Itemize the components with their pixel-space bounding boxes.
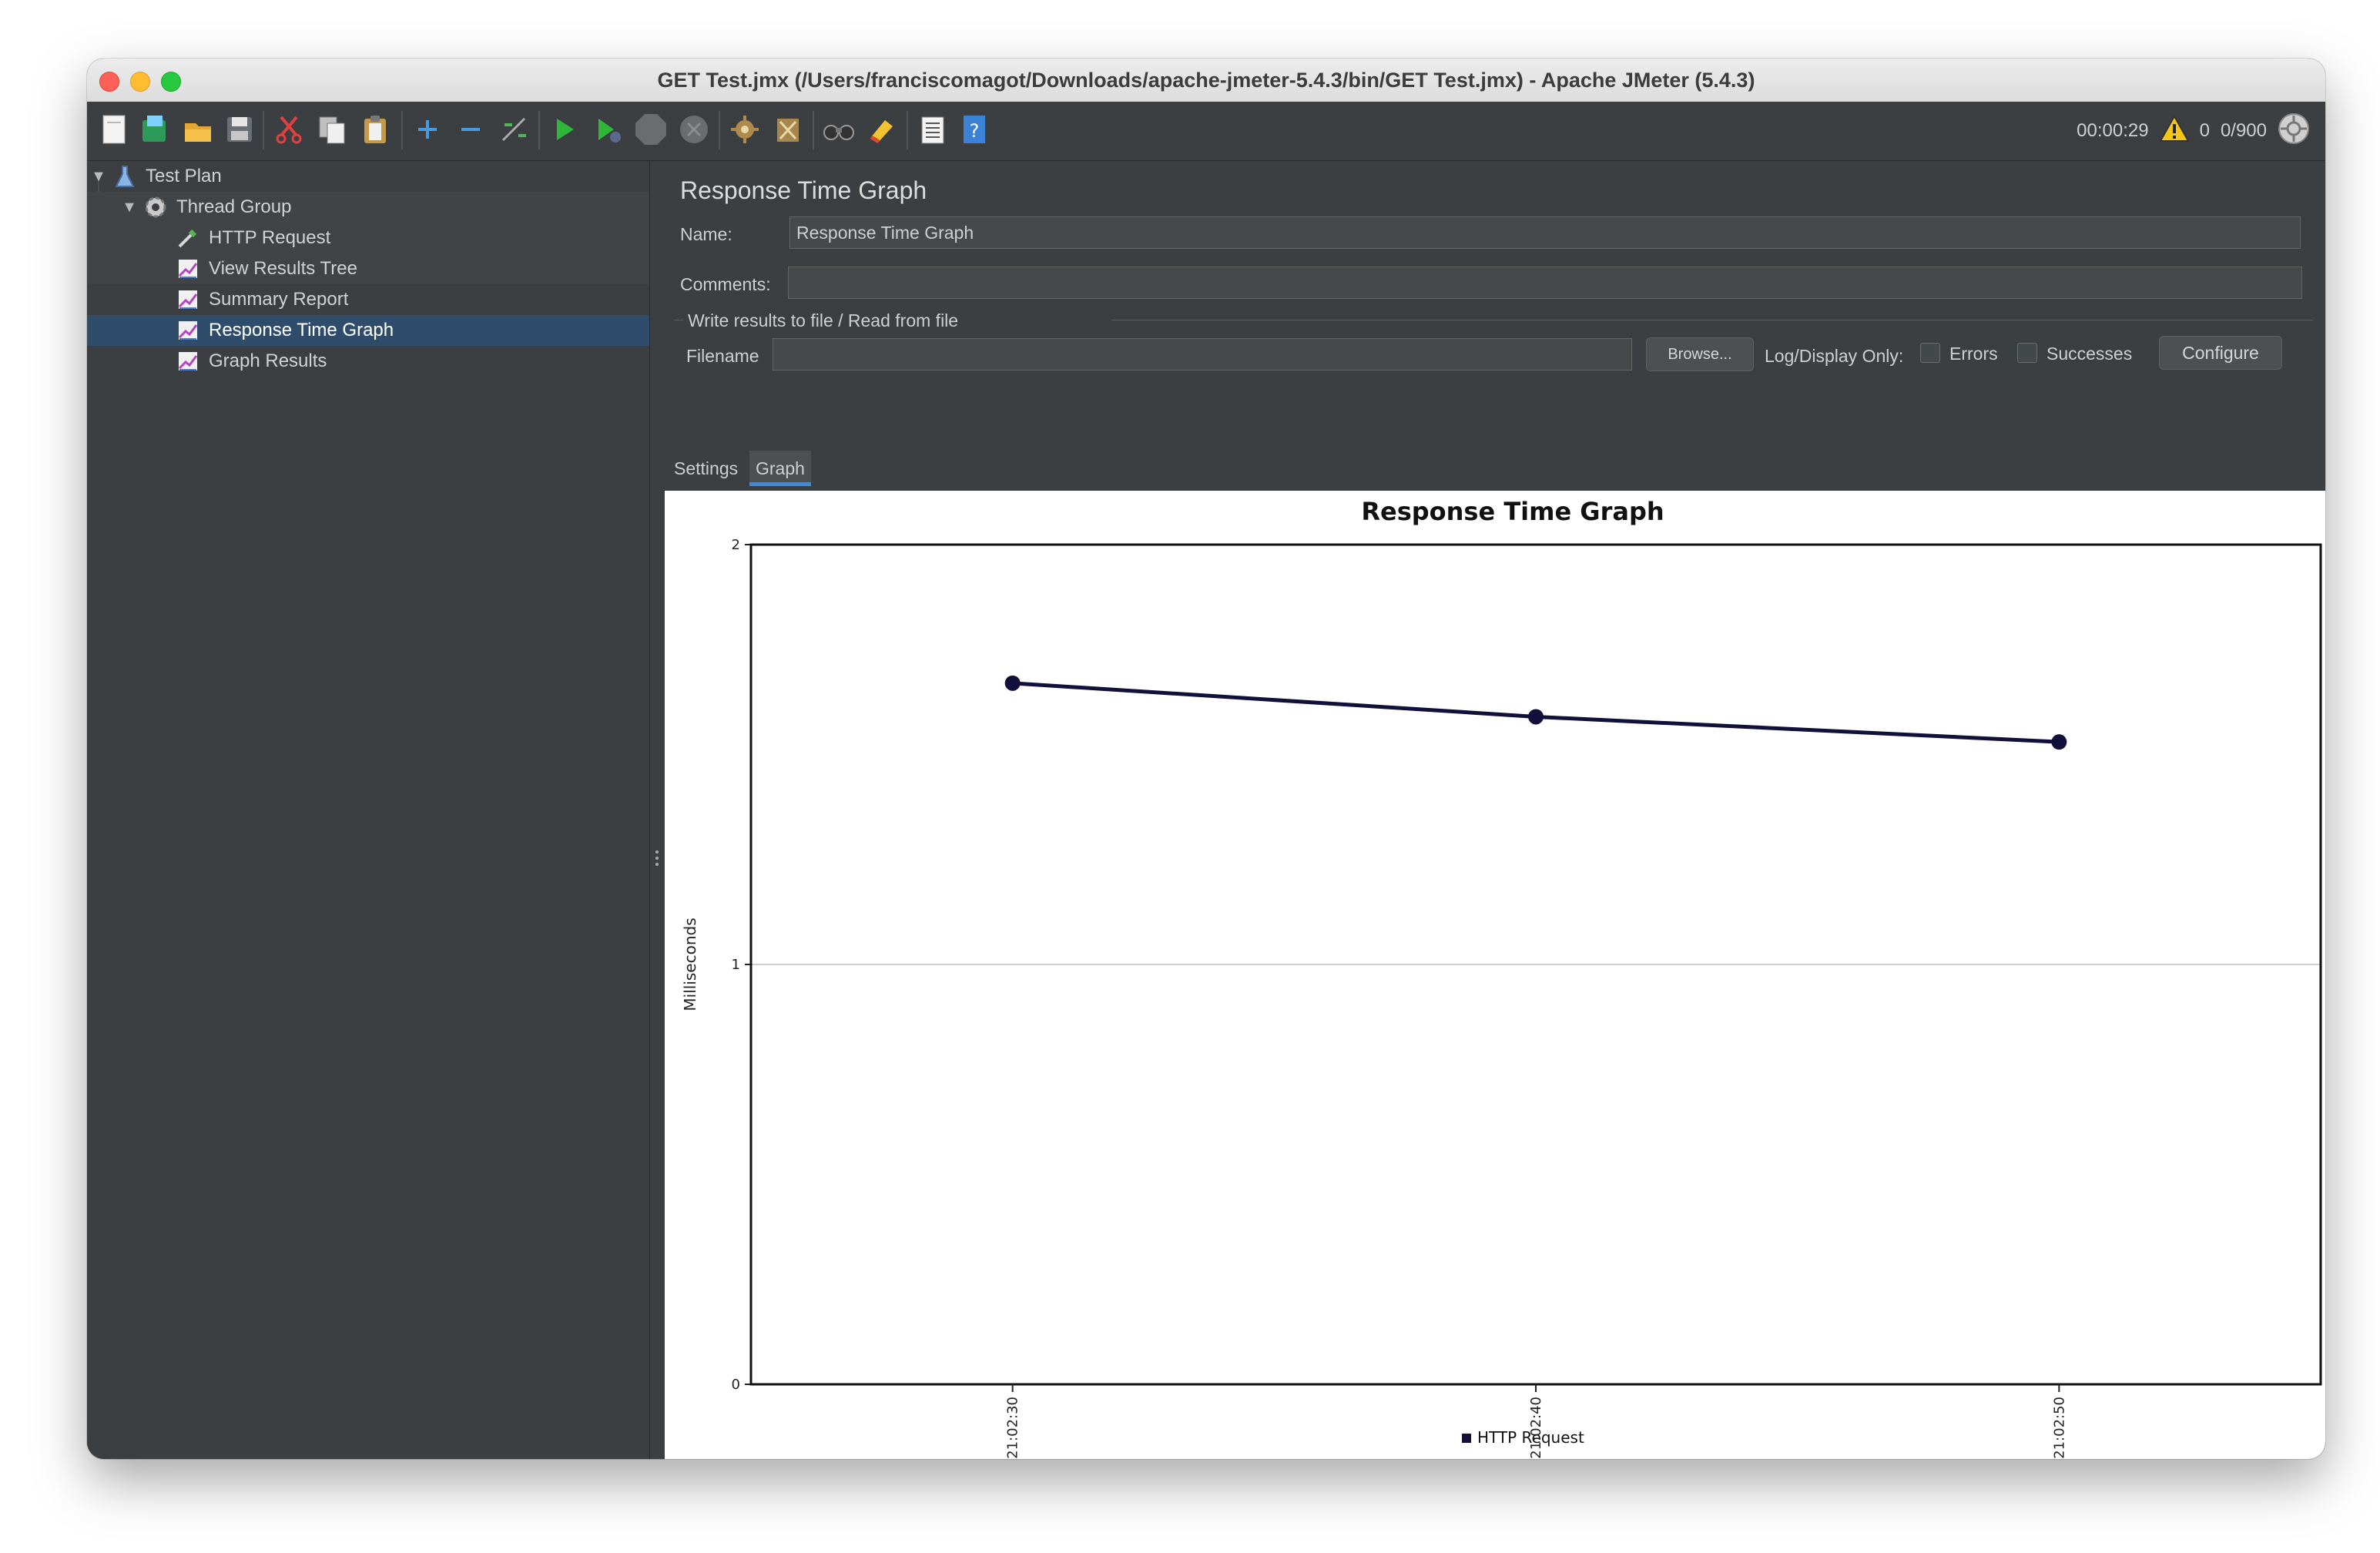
name-field[interactable]: Response Time Graph <box>789 216 2301 249</box>
expand-icon[interactable] <box>411 112 444 146</box>
comments-label: Comments: <box>680 274 771 294</box>
search-icon[interactable] <box>822 112 856 146</box>
tree-item-response-time-graph[interactable]: Response Time Graph <box>87 315 649 346</box>
save-icon[interactable] <box>223 112 256 146</box>
errors-checkbox[interactable] <box>1920 343 1940 363</box>
chart-icon <box>175 348 201 374</box>
browse-button[interactable]: Browse... <box>1646 337 1754 371</box>
chart-icon <box>175 287 201 313</box>
x-tick-label: 21:02:30 <box>1005 1397 1021 1459</box>
y-tick-label: 2 <box>732 537 740 553</box>
successes-checkbox[interactable] <box>2017 343 2037 363</box>
warning-icon[interactable] <box>2158 114 2190 148</box>
tree-item-label: HTTP Request <box>209 227 331 248</box>
filename-field[interactable] <box>773 338 1632 371</box>
close-window-button[interactable] <box>99 72 119 92</box>
toolbar: ? 00:00:29 0 0/900 <box>87 102 2325 161</box>
chart-icon <box>175 256 201 282</box>
help-icon[interactable]: ? <box>957 112 991 146</box>
x-tick-label: 21:02:50 <box>2051 1397 2067 1459</box>
pipette-icon <box>175 225 201 251</box>
tab-graph[interactable]: Graph <box>749 451 811 486</box>
chart-title: Response Time Graph <box>1361 497 1664 526</box>
elapsed-time: 00:00:29 <box>2077 120 2149 141</box>
filename-label: Filename <box>686 346 759 366</box>
clear-icon[interactable] <box>728 112 762 146</box>
open-icon[interactable] <box>181 112 215 146</box>
jmeter-window: GET Test.jmx (/Users/franciscomagot/Down… <box>87 59 2325 1459</box>
errors-label: Errors <box>1949 344 1998 364</box>
element-panel: Response Time Graph Name: Response Time … <box>665 161 2325 1459</box>
tree-item-label: Thread Group <box>176 196 292 217</box>
name-label: Name: <box>680 224 732 244</box>
cut-icon[interactable] <box>272 112 306 146</box>
title-bar: GET Test.jmx (/Users/franciscomagot/Down… <box>87 59 2325 102</box>
test-plan-tree: ▼ Test Plan ▼ Thread Group HTTP Request … <box>87 161 651 1459</box>
tree-item-label: Summary Report <box>209 289 349 310</box>
panel-title: Response Time Graph <box>680 176 927 204</box>
collapse-icon[interactable] <box>454 112 488 146</box>
tree-item-label: Response Time Graph <box>209 320 394 340</box>
tree-item-view-results-tree[interactable]: View Results Tree <box>87 253 649 284</box>
chart-icon <box>175 317 201 344</box>
start-icon[interactable] <box>548 112 582 146</box>
start-no-pauses-icon[interactable] <box>591 112 625 146</box>
gear-icon <box>142 194 169 220</box>
warning-count: 0 <box>2199 120 2210 141</box>
response-time-chart: Response Time Graph 0 1 2 Milliseconds 21:02:… <box>681 497 2322 1459</box>
new-icon[interactable] <box>98 112 132 146</box>
svg-text:?: ? <box>970 120 980 142</box>
configure-button[interactable]: Configure <box>2159 336 2282 370</box>
tree-item-http-request[interactable]: HTTP Request <box>87 223 649 253</box>
templates-icon[interactable] <box>138 112 172 146</box>
zoom-window-button[interactable] <box>161 72 181 92</box>
clear-all-icon[interactable] <box>771 112 805 146</box>
stop-icon[interactable] <box>634 112 668 146</box>
minimize-window-button[interactable] <box>130 72 150 92</box>
tree-item-thread-group[interactable]: ▼ Thread Group <box>87 192 649 223</box>
data-point <box>2051 734 2067 750</box>
legend-swatch <box>1462 1434 1471 1443</box>
tree-item-label: Test Plan <box>146 166 222 186</box>
shutdown-icon[interactable] <box>677 112 711 146</box>
comments-field[interactable] <box>788 267 2302 299</box>
tree-item-graph-results[interactable]: Graph Results <box>87 346 649 377</box>
legend-label: HTTP Request <box>1477 1428 1584 1447</box>
log-display-label: Log/Display Only: <box>1765 346 1904 366</box>
file-group-label: Write results to file / Read from file <box>688 310 959 330</box>
tree-item-summary-report[interactable]: Summary Report <box>87 284 649 315</box>
tab-settings[interactable]: Settings <box>674 458 739 478</box>
copy-icon[interactable] <box>315 112 349 146</box>
reset-search-icon[interactable] <box>865 112 899 146</box>
status-area: 00:00:29 0 0/900 <box>2077 112 2310 149</box>
data-point <box>1004 675 1021 691</box>
window-title: GET Test.jmx (/Users/franciscomagot/Down… <box>657 69 1755 92</box>
tree-item-label: Graph Results <box>209 351 327 371</box>
data-point <box>1528 709 1544 725</box>
y-tick-label: 0 <box>732 1377 740 1393</box>
split-pane-divider[interactable] <box>650 161 664 1459</box>
chevron-down-icon[interactable]: ▼ <box>91 167 106 185</box>
toggle-icon[interactable] <box>497 112 531 146</box>
function-helper-icon[interactable] <box>916 112 950 146</box>
chevron-down-icon[interactable]: ▼ <box>122 198 137 216</box>
paste-icon[interactable] <box>358 112 392 146</box>
successes-label: Successes <box>2046 344 2133 364</box>
remote-globe-icon[interactable] <box>2278 112 2310 150</box>
tree-item-test-plan[interactable]: ▼ Test Plan <box>87 161 649 192</box>
graph-canvas: Response Time Graph 0 1 2 Milliseconds 21:02:… <box>665 491 2325 1459</box>
flask-icon <box>112 163 138 190</box>
x-tick-label: 21:02:40 <box>1528 1397 1544 1459</box>
y-axis-label: Milliseconds <box>681 917 699 1011</box>
tree-item-label: View Results Tree <box>209 258 357 279</box>
y-tick-label: 1 <box>732 957 740 973</box>
thread-count: 0/900 <box>2220 120 2267 141</box>
